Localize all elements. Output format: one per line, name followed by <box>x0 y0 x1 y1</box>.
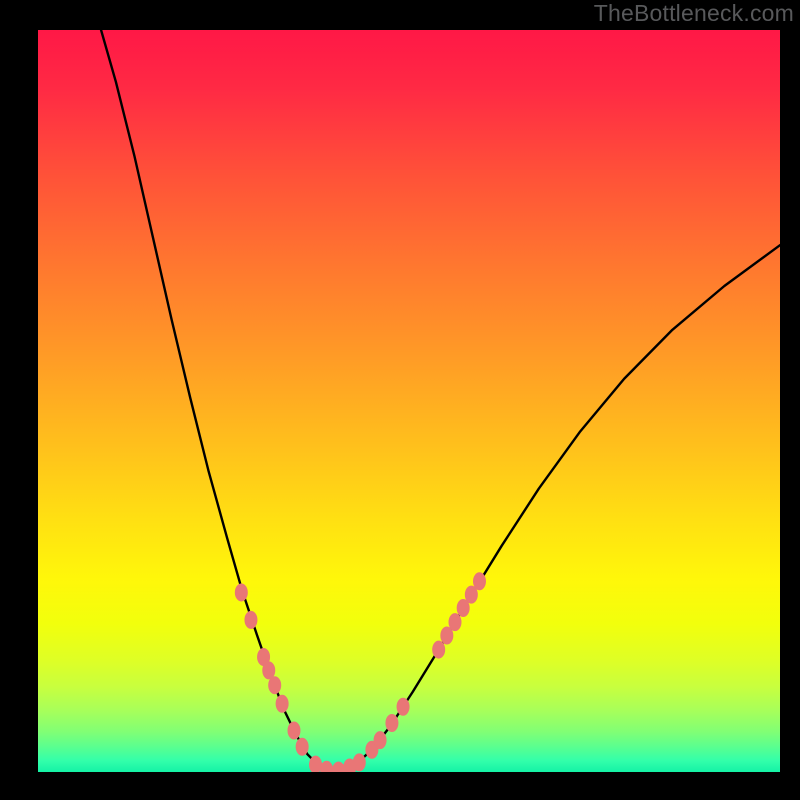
curve-marker <box>276 695 289 713</box>
curve-marker <box>296 738 309 756</box>
curve-marker <box>449 613 462 631</box>
watermark-label: TheBottleneck.com <box>594 0 794 27</box>
curve-marker <box>397 698 410 716</box>
plot-svg <box>38 30 780 772</box>
curve-marker <box>235 583 248 601</box>
curve-marker <box>374 731 387 749</box>
curve-marker <box>244 611 257 629</box>
curve-marker <box>432 641 445 659</box>
plot-area <box>38 30 780 772</box>
curve-marker <box>353 753 366 771</box>
gradient-background <box>38 30 780 772</box>
curve-marker <box>473 572 486 590</box>
curve-marker <box>385 714 398 732</box>
curve-marker <box>287 721 300 739</box>
curve-marker <box>268 676 281 694</box>
